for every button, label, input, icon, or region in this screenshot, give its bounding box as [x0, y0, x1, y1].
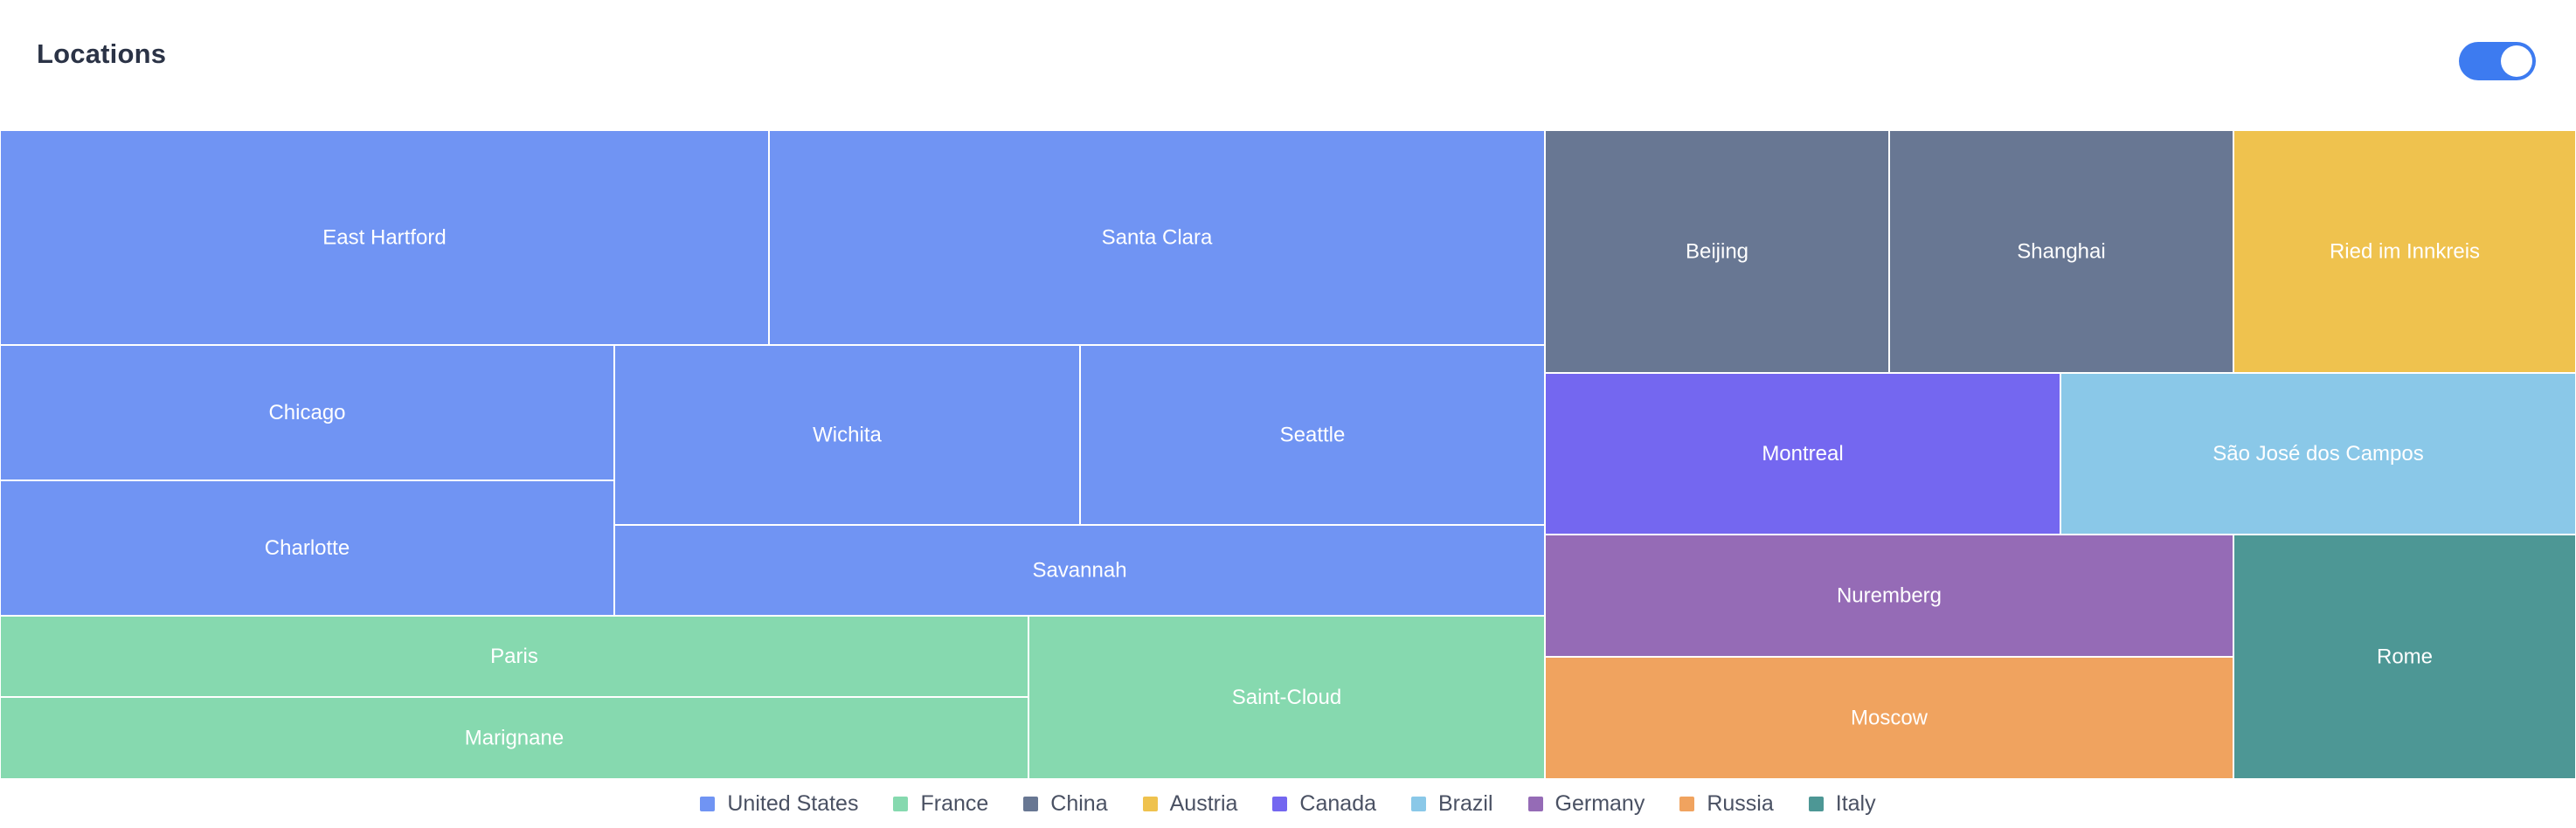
- treemap: East Hartford Santa Clara Chicago Charlotte…: [0, 130, 2576, 779]
- treemap-tile-santa-clara[interactable]: [768, 130, 1546, 346]
- legend-label-brazil: Brazil: [1438, 790, 1493, 816]
- treemap-tile-saint-cloud[interactable]: [1028, 615, 1546, 779]
- legend-swatch-russia: [1679, 796, 1695, 811]
- treemap-tile-beijing[interactable]: [1544, 130, 1890, 374]
- treemap-tile-seattle[interactable]: [1079, 344, 1546, 526]
- treemap-label-east-hartford: East Hartford: [322, 226, 446, 250]
- treemap-label-marignane: Marignane: [465, 727, 564, 750]
- treemap-label-beijing: Beijing: [1686, 240, 1748, 264]
- treemap-label-santa-clara: Santa Clara: [1102, 226, 1213, 250]
- view-toggle[interactable]: [2459, 42, 2536, 80]
- treemap-tile-ried-im-innkreis[interactable]: [2233, 130, 2576, 374]
- treemap-label-saint-cloud: Saint-Cloud: [1232, 686, 1341, 709]
- legend-label-austria: Austria: [1169, 790, 1238, 816]
- legend-label-russia: Russia: [1707, 790, 1774, 816]
- treemap-svg: East Hartford Santa Clara Chicago Charlotte…: [0, 130, 2576, 779]
- treemap-tile-shanghai[interactable]: [1888, 130, 2234, 374]
- treemap-label-seattle: Seattle: [1280, 424, 1346, 447]
- legend-swatch-brazil: [1411, 796, 1426, 811]
- treemap-tile-paris[interactable]: [0, 615, 1029, 698]
- treemap-tile-nuremberg[interactable]: [1544, 534, 2234, 658]
- legend-label-united-states: United States: [727, 790, 859, 816]
- treemap-tile-rome[interactable]: [2233, 534, 2576, 779]
- treemap-label-charlotte: Charlotte: [265, 536, 350, 560]
- legend-item-italy[interactable]: Italy: [1808, 790, 1876, 817]
- toggle-knob: [2501, 45, 2532, 77]
- treemap-label-paris: Paris: [490, 645, 538, 668]
- legend-swatch-germany: [1527, 796, 1543, 811]
- legend-item-canada[interactable]: Canada: [1272, 791, 1376, 817]
- legend-label-france: France: [920, 790, 989, 816]
- treemap-label-sao-jose-dos-campos: São José dos Campos: [2212, 442, 2423, 466]
- legend-swatch-italy: [1808, 796, 1824, 811]
- treemap-tile-chicago[interactable]: [0, 344, 615, 481]
- treemap-label-shanghai: Shanghai: [2017, 240, 2105, 264]
- treemap-tile-east-hartford[interactable]: [0, 130, 770, 346]
- legend-label-china: China: [1050, 790, 1108, 816]
- legend-item-france[interactable]: France: [893, 791, 988, 817]
- legend-swatch-united-states: [700, 796, 716, 811]
- treemap-tile-marignane[interactable]: [0, 696, 1029, 779]
- legend-label-italy: Italy: [1835, 790, 1876, 816]
- treemap-tile-montreal[interactable]: [1544, 372, 2061, 535]
- legend-item-united-states[interactable]: United States: [700, 791, 858, 817]
- treemap-label-chicago: Chicago: [268, 401, 345, 424]
- treemap-label-wichita: Wichita: [813, 424, 882, 447]
- treemap-label-montreal: Montreal: [1762, 442, 1843, 466]
- legend-swatch-china: [1023, 796, 1039, 811]
- treemap-tile-charlotte[interactable]: [0, 480, 615, 617]
- treemap-label-savannah: Savannah: [1032, 559, 1126, 583]
- legend-swatch-france: [893, 796, 909, 811]
- legend-item-china[interactable]: China: [1023, 790, 1108, 817]
- legend: United States France China Austria Canada Bra…: [0, 786, 2576, 821]
- chart-title: Locations: [37, 38, 167, 69]
- legend-swatch-austria: [1142, 796, 1158, 811]
- treemap-label-nuremberg: Nuremberg: [1837, 584, 1942, 608]
- treemap-label-moscow: Moscow: [1851, 707, 1929, 730]
- treemap-tile-savannah[interactable]: [613, 524, 1546, 617]
- treemap-label-rome: Rome: [2377, 645, 2433, 669]
- legend-label-germany: Germany: [1555, 790, 1645, 816]
- legend-item-germany[interactable]: Germany: [1527, 790, 1645, 817]
- legend-item-brazil[interactable]: Brazil: [1411, 791, 1493, 817]
- treemap-tile-wichita[interactable]: [613, 344, 1081, 526]
- legend-swatch-canada: [1272, 796, 1288, 811]
- legend-label-canada: Canada: [1299, 790, 1376, 816]
- legend-item-austria[interactable]: Austria: [1142, 790, 1238, 817]
- legend-item-russia[interactable]: Russia: [1679, 790, 1774, 817]
- treemap-label-ried-im-innkreis: Ried im Innkreis: [2330, 240, 2480, 264]
